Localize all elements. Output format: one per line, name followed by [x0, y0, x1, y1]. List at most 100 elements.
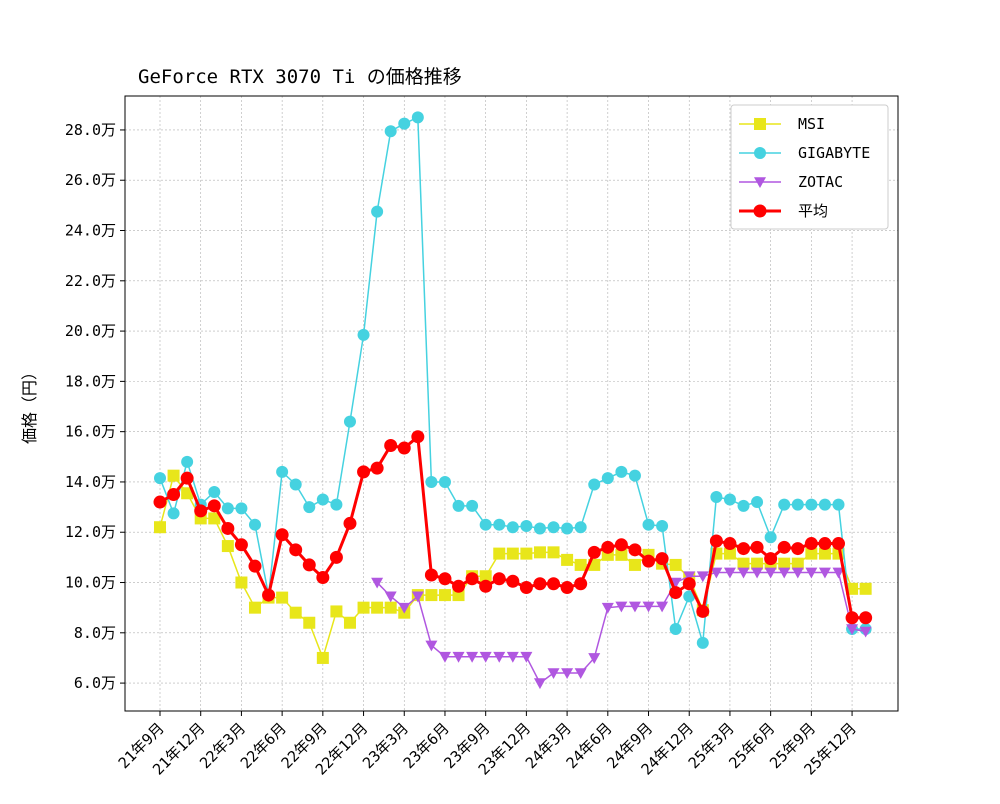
data-point	[832, 498, 845, 511]
data-point	[683, 590, 696, 603]
data-point	[791, 498, 804, 511]
data-point	[303, 616, 316, 629]
data-point	[167, 488, 181, 502]
data-point	[601, 540, 615, 554]
data-point	[398, 117, 411, 130]
data-point	[466, 651, 479, 663]
data-point	[737, 499, 750, 512]
data-point	[750, 540, 764, 554]
data-point	[234, 538, 248, 552]
data-point	[330, 498, 343, 511]
series-ZOTAC	[371, 567, 872, 690]
data-point	[302, 558, 316, 572]
data-point	[804, 537, 818, 551]
data-point	[167, 507, 180, 520]
y-tick-label: 16.0万	[65, 423, 116, 441]
data-point	[275, 528, 289, 542]
data-point	[303, 501, 316, 514]
data-point	[737, 542, 751, 556]
data-point	[520, 519, 533, 532]
data-point	[180, 471, 194, 485]
data-point	[411, 591, 424, 603]
data-point	[452, 579, 466, 593]
data-point	[723, 567, 736, 579]
data-point	[642, 518, 655, 531]
data-point	[181, 487, 194, 500]
data-point	[329, 550, 343, 564]
legend-item: 平均	[739, 202, 828, 220]
legend-box	[730, 104, 889, 230]
data-point	[438, 475, 451, 488]
data-point	[859, 611, 873, 625]
legend-label: MSI	[798, 115, 825, 133]
data-point	[384, 125, 397, 138]
data-point	[465, 572, 479, 586]
data-point	[398, 602, 411, 614]
data-point	[384, 438, 398, 452]
data-point	[628, 558, 641, 571]
data-point	[153, 495, 167, 509]
data-point	[682, 577, 696, 591]
data-point	[425, 475, 438, 488]
data-point	[357, 601, 370, 614]
data-point	[519, 581, 533, 595]
data-point	[506, 547, 519, 560]
data-point	[533, 546, 546, 559]
data-point	[235, 502, 248, 515]
data-point	[424, 568, 438, 582]
y-tick-label: 18.0万	[65, 372, 116, 390]
data-point	[221, 521, 235, 535]
data-point	[248, 559, 262, 573]
data-point	[533, 522, 546, 535]
data-point	[561, 668, 574, 680]
data-point	[587, 545, 601, 559]
data-point	[628, 469, 641, 482]
chart-title: GeForce RTX 3070 Ti の価格推移	[138, 66, 462, 88]
data-point	[791, 557, 804, 570]
data-point	[425, 640, 438, 652]
series-MSI	[154, 469, 872, 664]
data-point	[588, 653, 601, 664]
y-tick-label: 12.0万	[65, 523, 116, 541]
data-point	[656, 601, 669, 613]
data-point	[316, 651, 329, 664]
legend: MSI GIGABYTE ZOTAC 平均	[730, 104, 889, 230]
data-point	[506, 521, 519, 534]
data-point	[493, 651, 506, 663]
data-point	[194, 504, 208, 518]
data-point	[696, 571, 709, 583]
data-point	[696, 636, 709, 649]
data-point	[601, 602, 614, 614]
data-point	[753, 204, 767, 218]
data-point	[778, 498, 791, 511]
plot-frame	[124, 95, 899, 712]
data-point	[370, 461, 384, 475]
data-point	[520, 547, 533, 560]
data-point	[493, 518, 506, 531]
data-point	[561, 522, 574, 535]
data-point	[642, 601, 655, 613]
data-point	[248, 601, 261, 614]
data-point	[371, 577, 384, 589]
data-point	[357, 465, 371, 479]
data-point	[723, 547, 736, 560]
data-point	[669, 558, 682, 571]
data-point	[154, 521, 166, 534]
data-point	[357, 328, 370, 341]
data-point	[547, 521, 560, 534]
data-point	[737, 557, 750, 570]
series-平均	[153, 430, 873, 625]
data-point	[859, 582, 872, 595]
data-point	[411, 430, 425, 444]
data-point	[574, 668, 587, 680]
legend-item: GIGABYTE	[739, 144, 870, 162]
series-layer	[153, 111, 873, 690]
data-point	[316, 493, 329, 506]
data-point	[506, 574, 520, 588]
data-point	[754, 147, 766, 159]
data-point	[207, 499, 221, 513]
data-point	[588, 478, 601, 491]
data-point	[397, 441, 411, 455]
data-point	[764, 531, 777, 544]
